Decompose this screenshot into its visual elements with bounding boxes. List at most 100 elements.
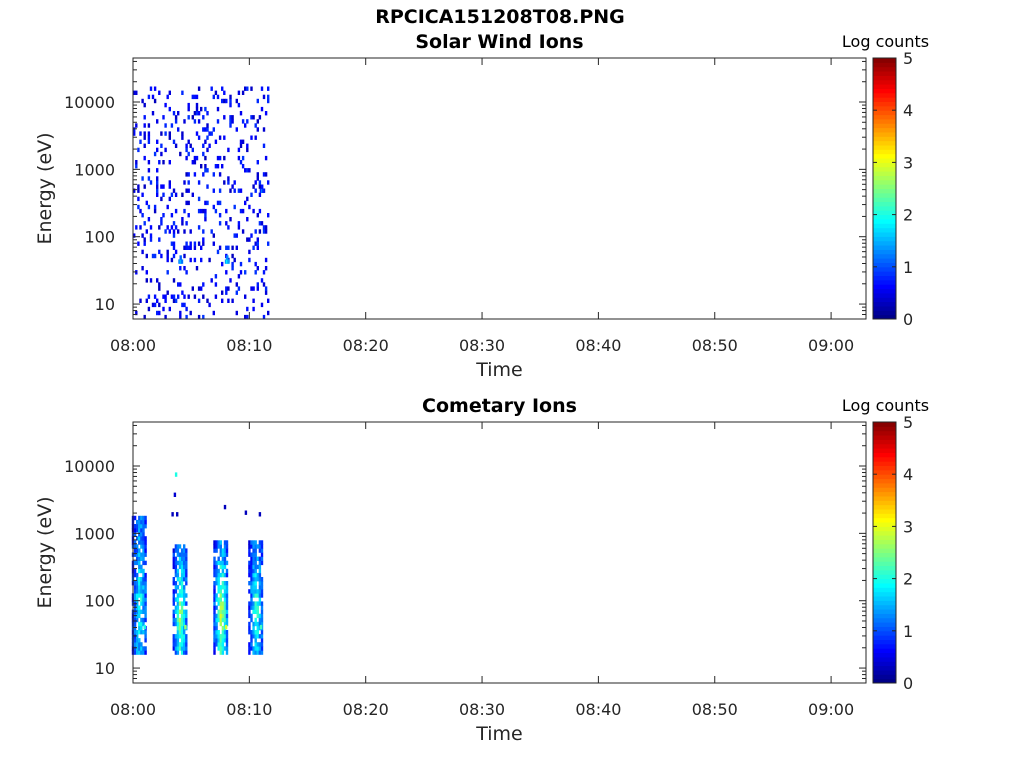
heatmap-cell — [246, 196, 249, 202]
heatmap-cells — [133, 86, 270, 320]
heatmap-cell — [250, 233, 253, 238]
heatmap-cell — [144, 613, 147, 619]
heatmap-cell — [185, 650, 188, 655]
heatmap-cell — [241, 139, 245, 144]
colorbar-segment — [873, 75, 896, 81]
heatmap-cell — [197, 86, 201, 91]
heatmap-cell — [174, 650, 178, 655]
colorbar-segment — [873, 166, 896, 172]
heatmap-cell — [142, 650, 145, 655]
heatmap-cell — [262, 314, 266, 320]
heatmap-cell — [223, 135, 226, 140]
heatmap-cell — [256, 564, 259, 570]
heatmap-cell — [217, 630, 220, 635]
heatmap-cell — [138, 621, 141, 627]
heatmap-cell — [168, 131, 171, 136]
colorbar-segment — [873, 461, 896, 466]
colorbar-segment — [873, 232, 896, 237]
heatmap-cell — [185, 621, 188, 627]
heatmap-cell — [235, 282, 238, 287]
heatmap-cell — [215, 634, 218, 639]
heatmap-cell — [225, 593, 229, 598]
colorbar-segment — [873, 314, 896, 320]
heatmap-cell — [246, 86, 249, 91]
heatmap-cell — [147, 160, 151, 165]
heatmap-cell — [183, 613, 186, 619]
heatmap-cell — [138, 528, 141, 533]
heatmap-cell — [213, 650, 216, 655]
colorbar-segment — [873, 487, 896, 493]
heatmap-cell — [213, 601, 216, 606]
heatmap-cell — [254, 593, 257, 598]
heatmap-cell — [156, 184, 159, 189]
heatmap-cell — [142, 597, 145, 602]
colorbar-segment — [873, 448, 896, 453]
heatmap-cell — [136, 630, 139, 635]
heatmap-cell — [254, 548, 257, 553]
heatmap-cell — [133, 646, 137, 651]
heatmap-cell — [139, 225, 142, 230]
heatmap-cell — [180, 601, 184, 606]
heatmap-cell — [197, 225, 201, 230]
heatmap-cell — [144, 593, 147, 598]
heatmap-cell — [252, 585, 255, 590]
heatmap-cell — [144, 585, 147, 590]
heatmap-cell — [219, 572, 222, 578]
heatmap-cell — [138, 646, 141, 651]
panel-1: Cometary Ions 08:00 08:10 08:20 08:30 08:40 08… — [34, 395, 929, 745]
heatmap-cell — [140, 609, 143, 614]
heatmap-cell — [258, 548, 262, 553]
heatmap-cell — [212, 188, 215, 193]
heatmap-cell — [172, 188, 176, 193]
heatmap-cell — [254, 123, 257, 128]
heatmap-cell — [183, 593, 186, 598]
heatmap-cell — [176, 642, 180, 647]
heatmap-cell — [174, 208, 178, 214]
heatmap-cell — [225, 568, 229, 574]
heatmap-cell — [181, 302, 184, 308]
heatmap-cell — [210, 278, 213, 283]
heatmap-cell — [133, 233, 136, 238]
colorbar-segment — [873, 613, 896, 619]
heatmap-cell — [223, 544, 227, 549]
heatmap-cell — [227, 259, 230, 264]
heatmap-cell — [219, 593, 222, 598]
heatmap-cell — [136, 638, 139, 643]
heatmap-cell — [176, 621, 180, 627]
heatmap-cell — [215, 617, 218, 623]
heatmap-cell — [225, 208, 228, 214]
heatmap-cell — [231, 184, 234, 189]
heatmap-cell — [185, 552, 188, 557]
heatmap-cell — [145, 270, 148, 275]
heatmap-cell — [176, 572, 180, 578]
heatmap-cell — [259, 624, 263, 630]
heatmap-cell — [139, 131, 142, 136]
heatmap-cell — [144, 589, 147, 594]
heatmap-cell — [172, 298, 176, 303]
heatmap-cell — [176, 630, 180, 635]
heatmap-cell — [176, 552, 180, 557]
heatmap-cell — [200, 208, 203, 214]
heatmap-cell — [217, 585, 220, 590]
heatmap-cell — [248, 650, 251, 655]
heatmap-cell — [225, 540, 229, 545]
heatmap-cell — [140, 528, 143, 533]
colorbar-segment — [873, 201, 896, 207]
heatmap-cell — [191, 94, 194, 100]
colorbar-segment — [873, 197, 896, 203]
heatmap-cell — [180, 593, 184, 598]
heatmap-cell — [260, 302, 264, 308]
heatmap-cell — [229, 115, 232, 120]
heatmap-cell — [233, 233, 236, 238]
heatmap-cell — [170, 225, 174, 230]
heatmap-cell — [225, 221, 228, 226]
heatmap-cell — [136, 556, 139, 561]
heatmap-cell — [133, 572, 137, 578]
heatmap-cell — [174, 585, 178, 590]
heatmap-cell — [219, 601, 222, 606]
heatmap-cell — [214, 274, 218, 279]
colorbar-segment — [873, 71, 896, 76]
heatmap-cell — [133, 524, 137, 529]
heatmap-cell — [138, 519, 141, 525]
